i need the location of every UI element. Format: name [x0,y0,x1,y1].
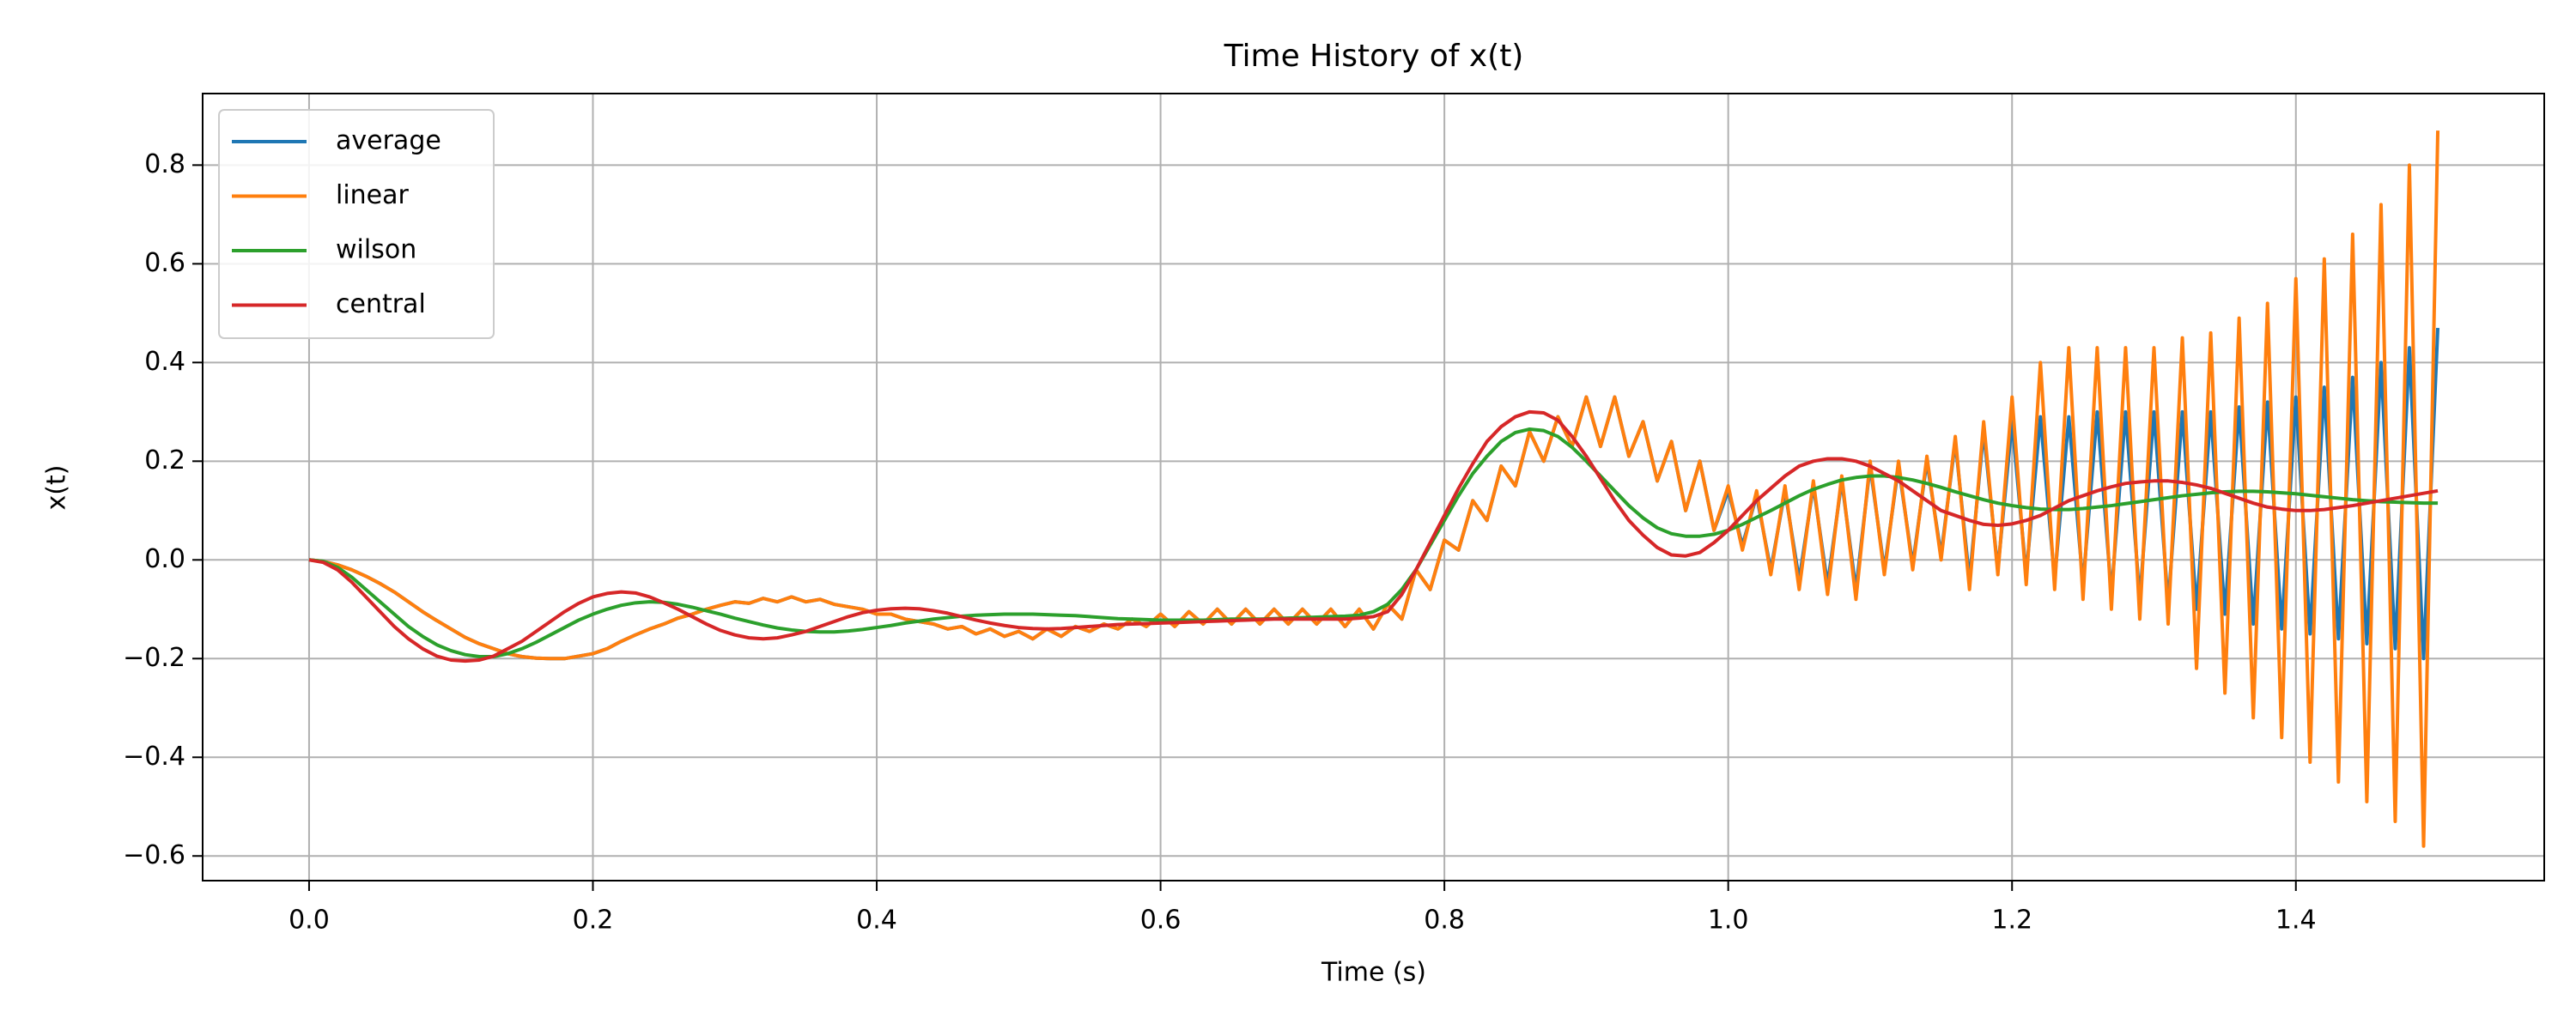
legend-frame [218,109,495,339]
y-tick-label: 0.8 [144,149,185,179]
y-tick-label: −0.6 [123,840,185,870]
x-tick-label: 0.2 [573,906,614,936]
x-tick-label: 0.8 [1424,906,1465,936]
x-tick-label: 1.0 [1708,906,1749,936]
legend: average linear wilson central [218,109,495,339]
x-tick-label: 1.2 [1991,906,2032,936]
plot-frame [202,93,2545,882]
series-line [308,130,2440,848]
y-tick-label: 0.4 [144,347,185,377]
y-tick-label: −0.4 [123,742,185,772]
y-axis-label: x(t) [42,465,72,511]
x-tick-label: 0.4 [856,906,897,936]
x-axis-label: Time (s) [1321,958,1426,988]
legend-label: wilson [336,235,416,265]
y-tick-label: 0.2 [144,445,185,476]
y-tick-label: 0.6 [144,248,185,278]
x-tick-label: 1.4 [2275,906,2317,936]
series-line [308,409,2439,663]
legend-label: central [336,289,426,319]
legend-label: average [336,126,441,156]
x-tick-label: 0.6 [1140,906,1182,936]
y-tick-label: 0.0 [144,544,185,574]
x-tick-label: 0.0 [289,906,330,936]
legend-label: linear [336,180,410,210]
chart-title: Time History of x(t) [1224,39,1524,74]
y-tick-label: −0.2 [123,643,185,673]
